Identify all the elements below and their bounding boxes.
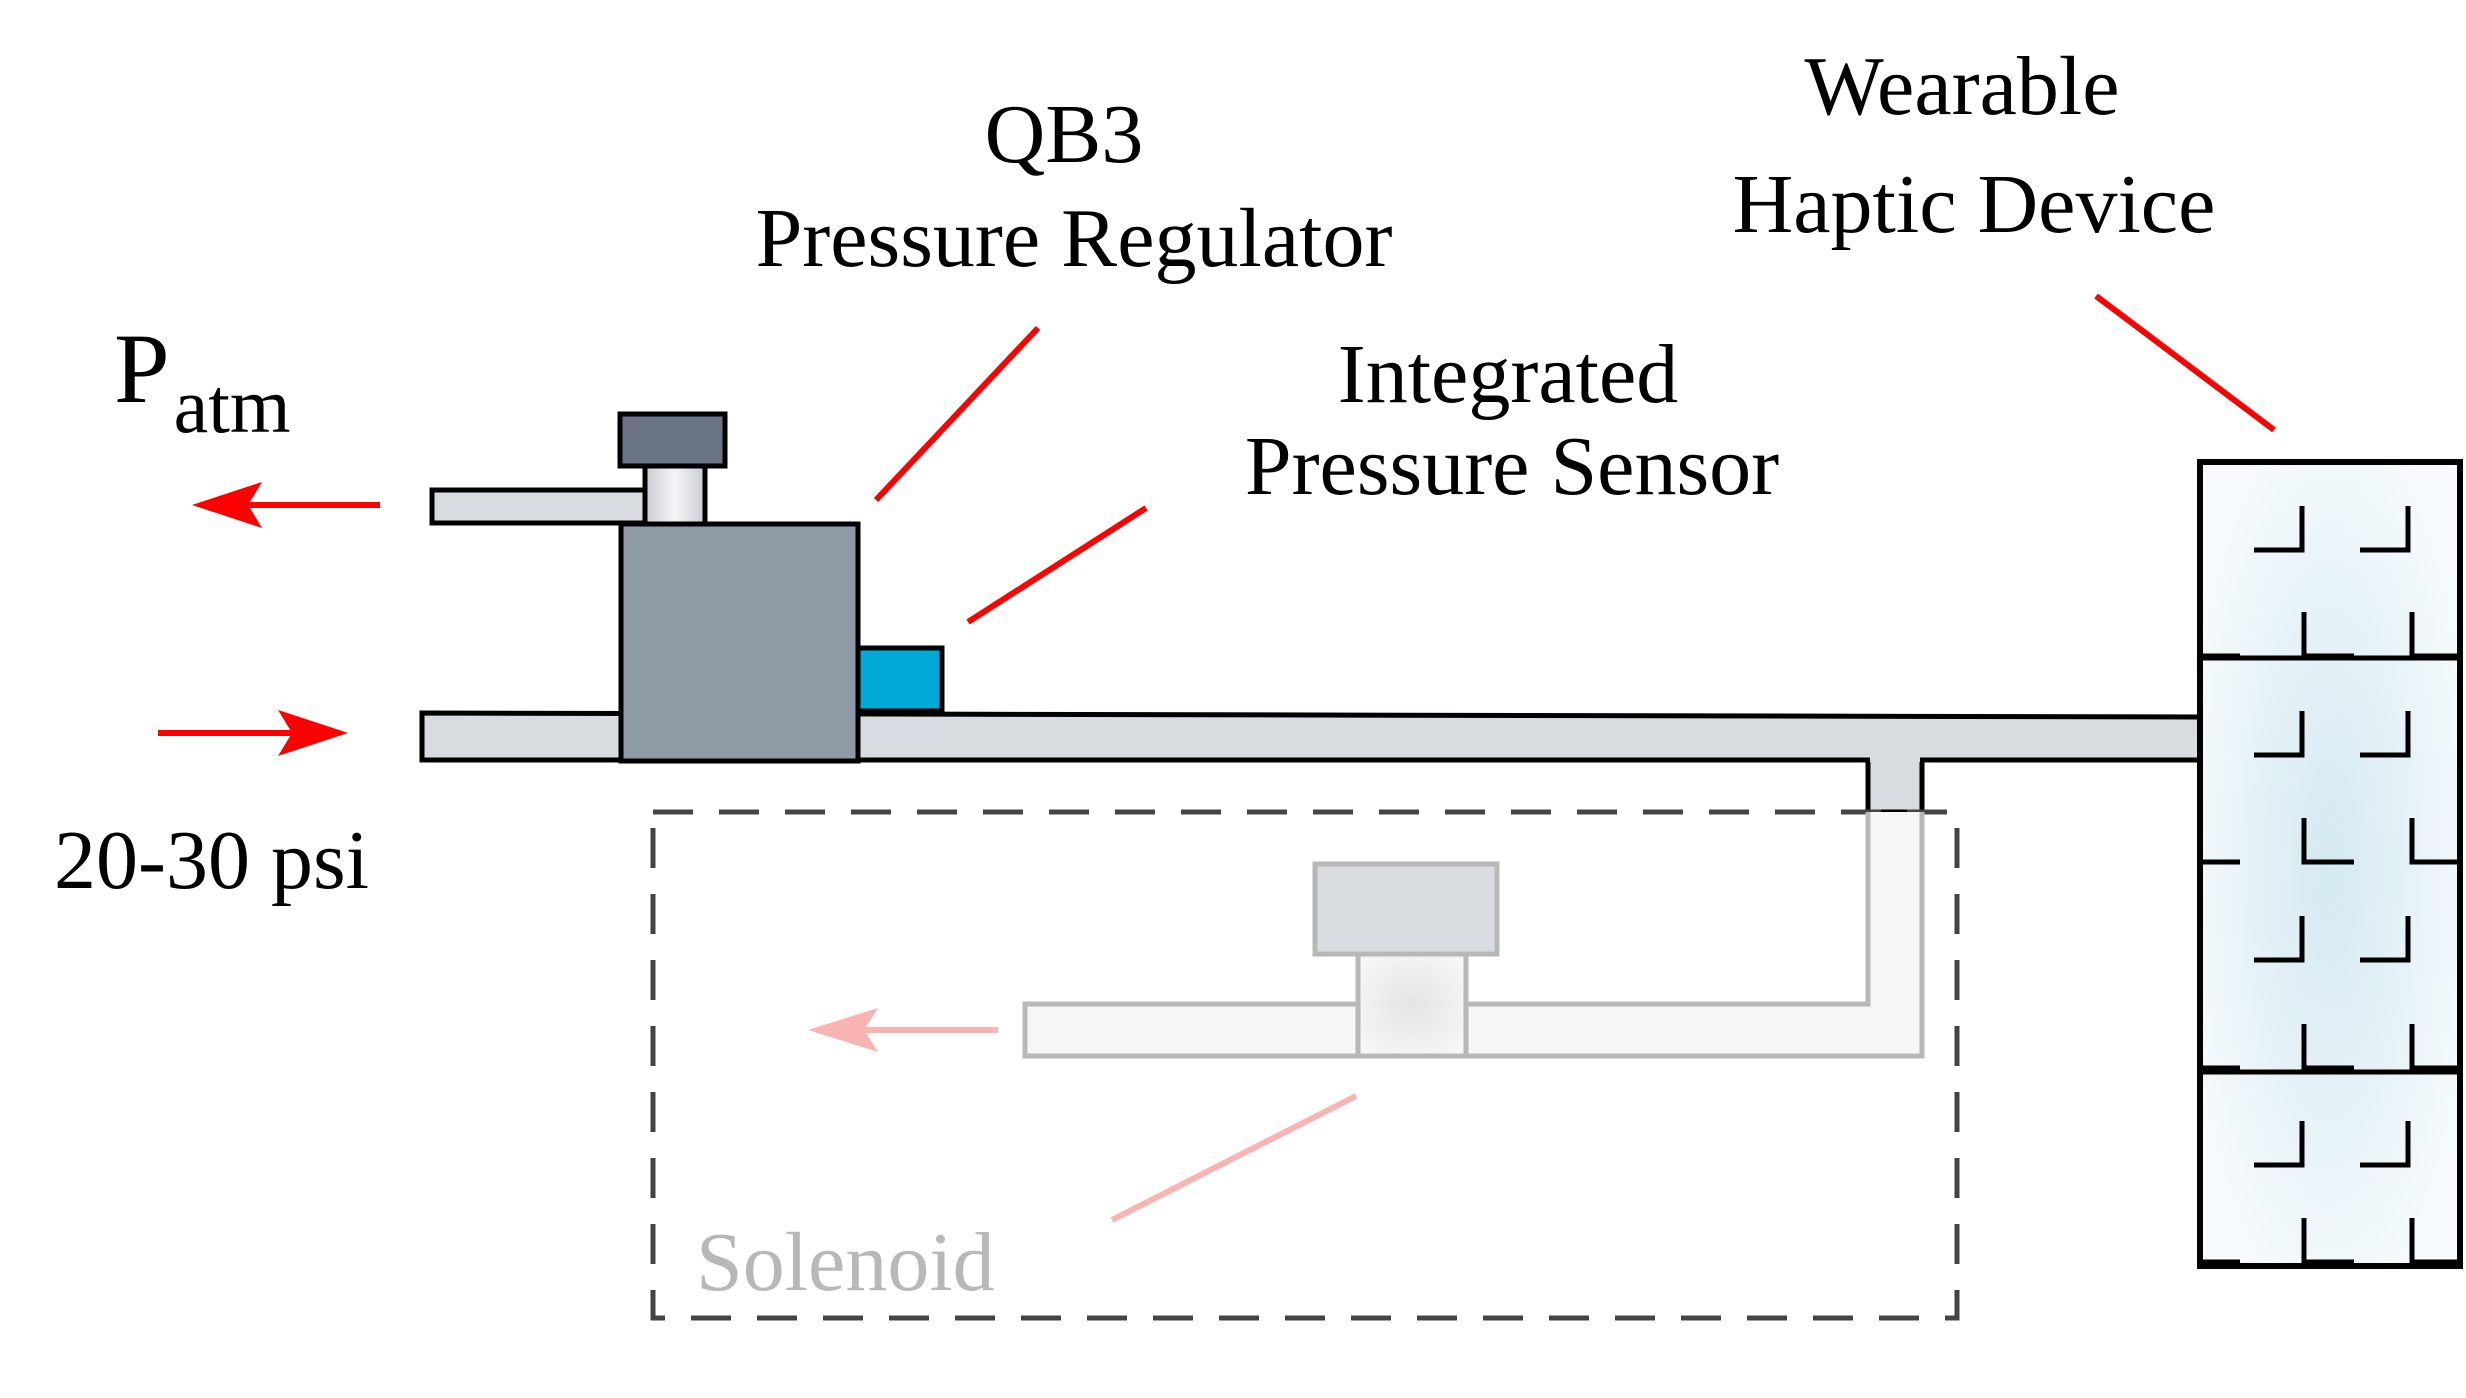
regulator-leader-line xyxy=(873,325,1041,503)
device-label-line2: Haptic Device xyxy=(1733,158,2216,251)
device-leader-line xyxy=(2094,293,2276,433)
solenoid-stem xyxy=(1355,951,1469,1059)
supply-pressure-label: 20-30 psi xyxy=(54,814,369,907)
solenoid-cap xyxy=(1312,861,1500,957)
solenoid-dashed-box xyxy=(650,809,1960,1321)
exhaust-arrow xyxy=(192,482,380,528)
tee-connector xyxy=(1865,758,1925,815)
regulator-stem xyxy=(642,459,708,529)
patm-main: P xyxy=(114,313,170,424)
sensor-leader-line xyxy=(966,505,1148,625)
sensor-label-line2: Pressure Sensor xyxy=(1245,420,1779,513)
regulator-label-line2: Pressure Regulator xyxy=(756,192,1393,285)
wearable-haptic-device xyxy=(2197,459,2463,1269)
regulator-body xyxy=(618,521,861,764)
pressure-sensor xyxy=(855,645,945,714)
supply-arrow xyxy=(158,710,348,756)
sensor-label-line1: Integrated xyxy=(1338,328,1678,421)
solenoid-vertical-tube xyxy=(1463,812,1925,1059)
solenoid-label: Solenoid xyxy=(696,1216,995,1309)
regulator-label-line1: QB3 xyxy=(985,88,1144,181)
regulator-knob xyxy=(617,411,728,469)
solenoid-exhaust-tube xyxy=(1022,1001,1361,1059)
patm-label: Patm xyxy=(114,313,291,449)
solenoid-exhaust-arrow xyxy=(808,1008,998,1052)
device-label-line1: Wearable xyxy=(1805,40,2120,133)
solenoid-leader-line xyxy=(1110,1093,1358,1223)
device-chamber-marks xyxy=(2200,506,2460,1265)
exhaust-tube xyxy=(429,487,650,526)
patm-subscript: atm xyxy=(174,362,291,449)
device-chamber-mark-path xyxy=(2200,506,2460,1265)
